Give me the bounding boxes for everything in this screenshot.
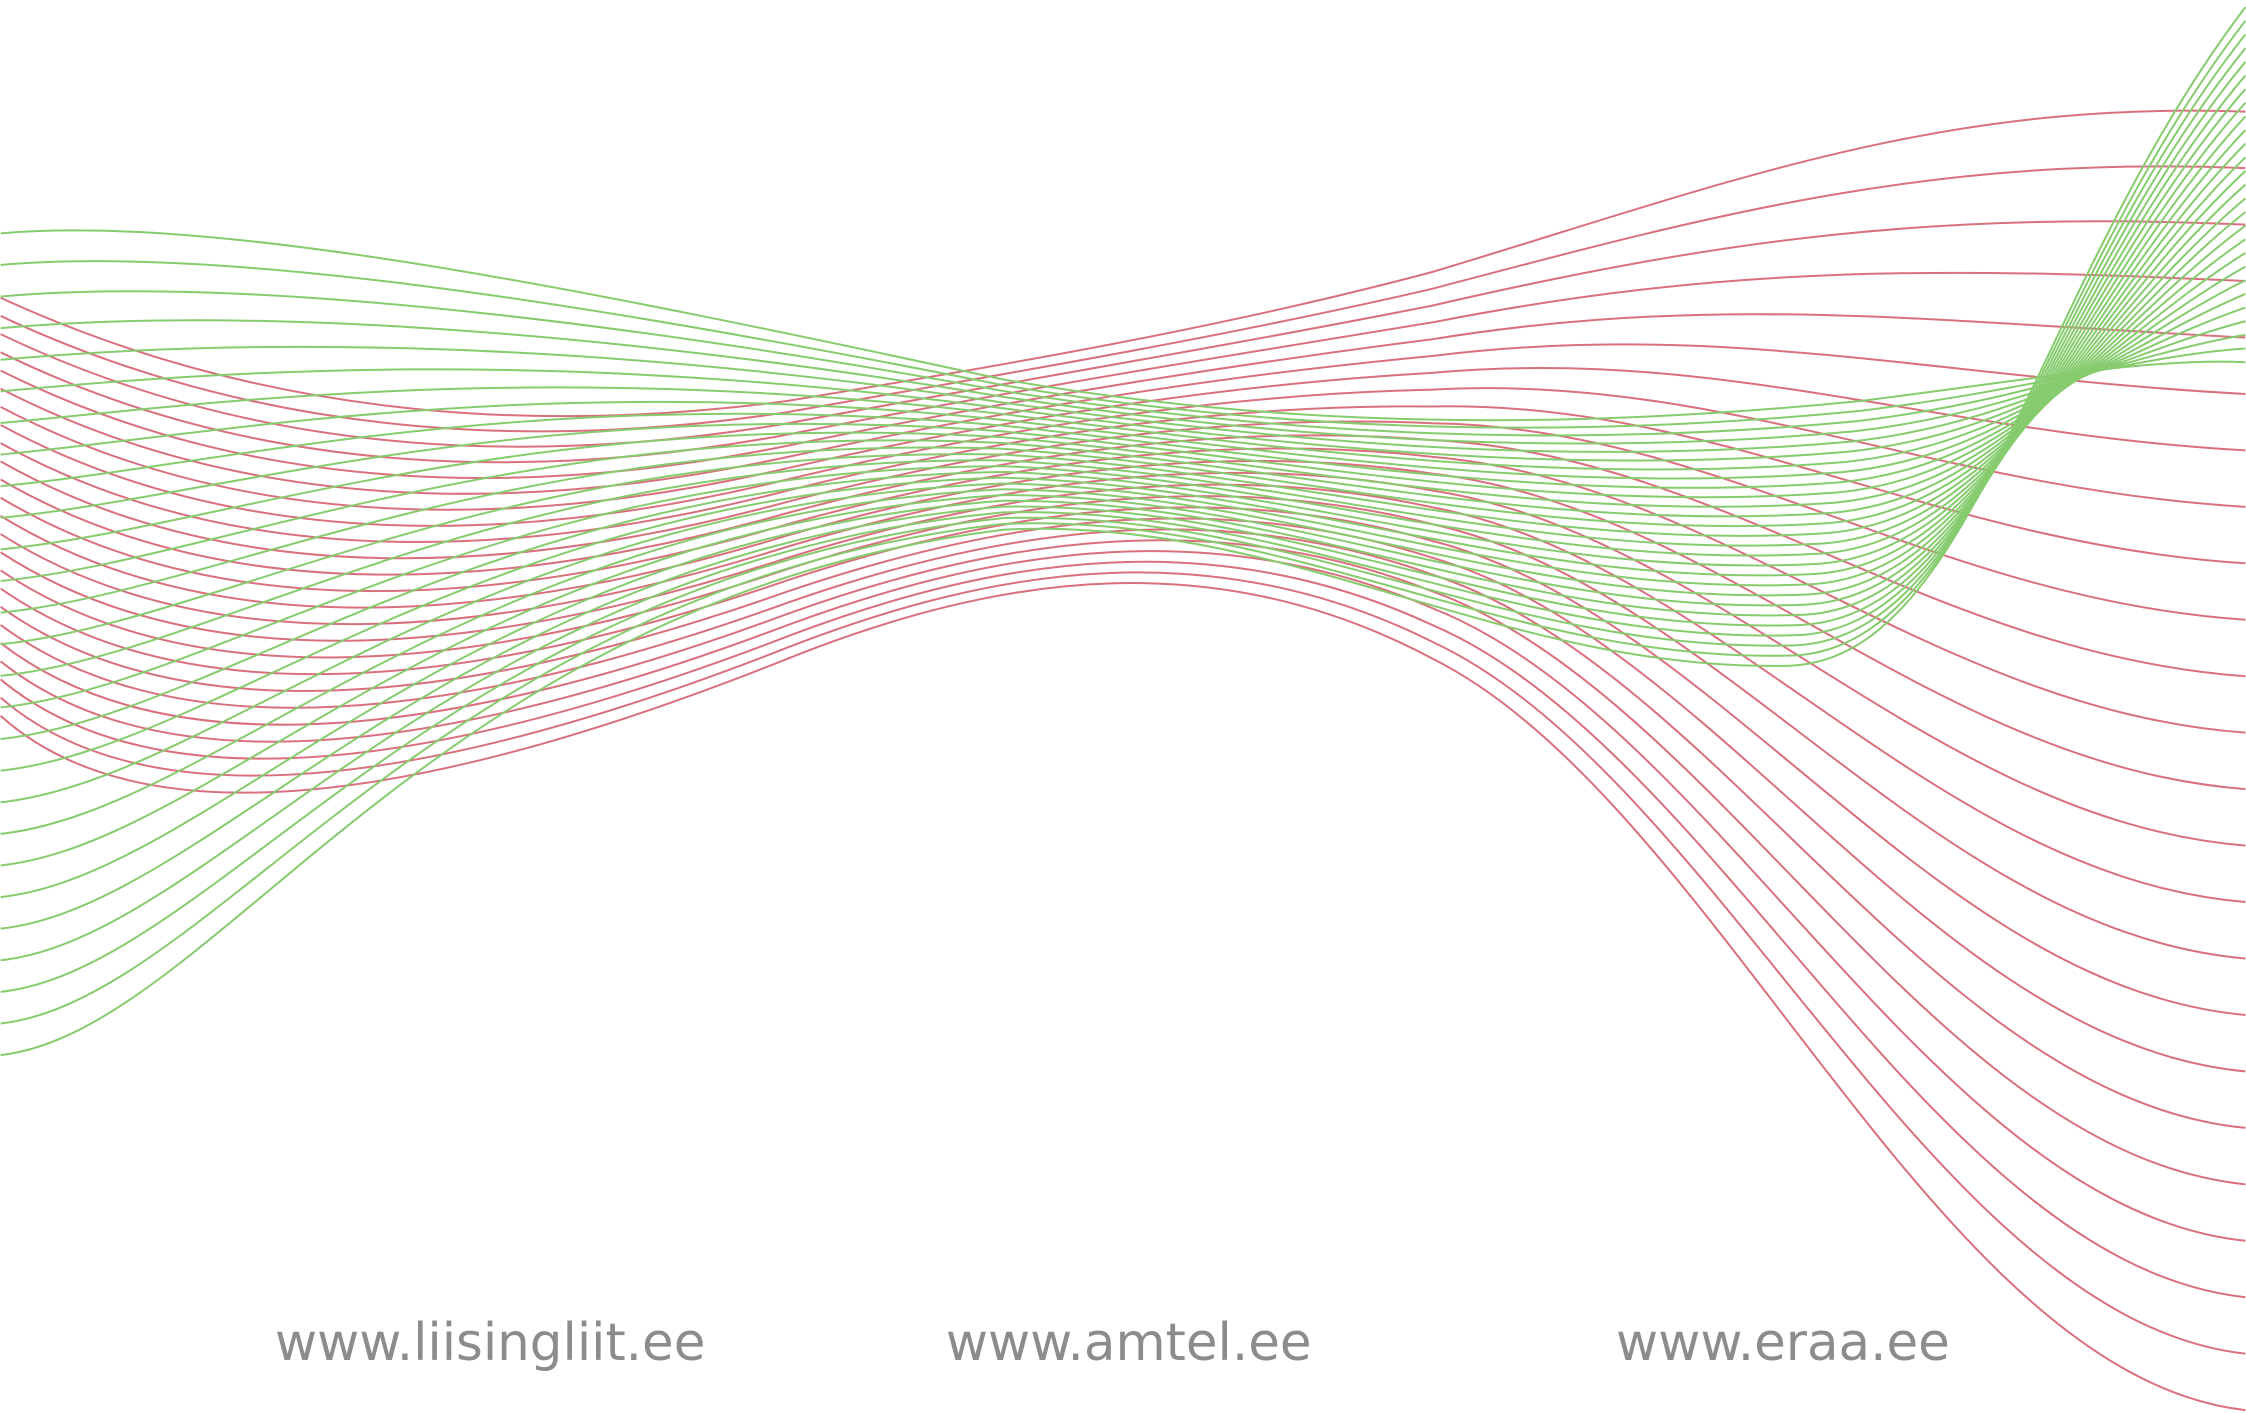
wave-line [1, 540, 2246, 1184]
link-text: www.liisingliit.ee [275, 1313, 705, 1373]
wave-line [1, 485, 2246, 902]
page: www.liisingliit.ee www.amtel.ee www.eraa… [0, 0, 2246, 1413]
wave-line [1, 230, 2246, 420]
waves [1, 7, 2246, 1410]
wave-line [1, 562, 2246, 1297]
wave-line [1, 226, 2246, 550]
wave-line [1, 308, 2246, 452]
wave-line [1, 212, 2246, 581]
wave-line [1, 261, 2246, 428]
link-text: www.amtel.ee [946, 1313, 1312, 1373]
banner: www.liisingliit.ee www.amtel.ee www.eraa… [0, 0, 2246, 1413]
wave-line [1, 551, 2246, 1241]
link-text: www.eraa.ee [1616, 1313, 1950, 1373]
wave-line [1, 320, 2246, 443]
